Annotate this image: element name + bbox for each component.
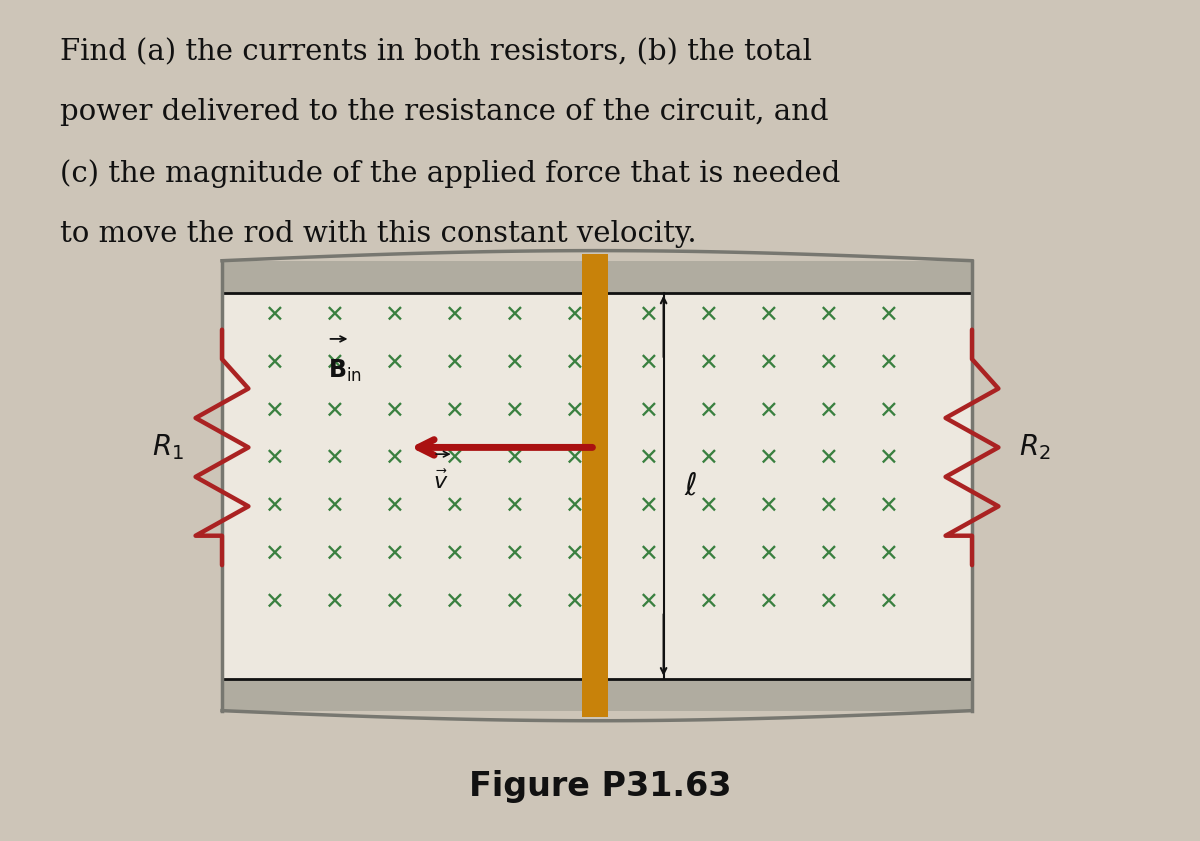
Text: ✕: ✕ <box>264 304 283 327</box>
Text: ✕: ✕ <box>264 399 283 423</box>
Text: ✕: ✕ <box>324 304 343 327</box>
Text: ✕: ✕ <box>698 352 718 375</box>
Text: ✕: ✕ <box>698 399 718 423</box>
Text: ✕: ✕ <box>324 352 343 375</box>
Text: ✕: ✕ <box>444 447 463 471</box>
Text: ✕: ✕ <box>504 495 523 519</box>
Text: ✕: ✕ <box>504 399 523 423</box>
Text: ✕: ✕ <box>564 495 583 519</box>
Text: ✕: ✕ <box>878 495 898 519</box>
Text: ✕: ✕ <box>504 304 523 327</box>
Text: ✕: ✕ <box>264 543 283 567</box>
Text: ✕: ✕ <box>384 304 403 327</box>
Text: ✕: ✕ <box>324 591 343 615</box>
Text: ✕: ✕ <box>758 399 778 423</box>
Text: (c) the magnitude of the applied force that is needed: (c) the magnitude of the applied force t… <box>60 159 840 188</box>
Text: ✕: ✕ <box>564 399 583 423</box>
Text: ✕: ✕ <box>638 543 658 567</box>
Text: ✕: ✕ <box>638 304 658 327</box>
Text: ✕: ✕ <box>698 591 718 615</box>
Text: ✕: ✕ <box>818 399 838 423</box>
Text: ✕: ✕ <box>638 399 658 423</box>
Text: ✕: ✕ <box>384 352 403 375</box>
Text: ✕: ✕ <box>444 495 463 519</box>
Text: ✕: ✕ <box>878 304 898 327</box>
Text: $\ell$: $\ell$ <box>684 470 697 501</box>
Text: ✕: ✕ <box>818 447 838 471</box>
Text: ✕: ✕ <box>444 304 463 327</box>
Text: ✕: ✕ <box>384 591 403 615</box>
Text: ✕: ✕ <box>444 352 463 375</box>
Text: ✕: ✕ <box>264 591 283 615</box>
Text: ✕: ✕ <box>698 495 718 519</box>
Text: ✕: ✕ <box>504 352 523 375</box>
Bar <box>582 254 608 717</box>
Text: ✕: ✕ <box>758 591 778 615</box>
Text: ✕: ✕ <box>638 352 658 375</box>
Text: ✕: ✕ <box>324 543 343 567</box>
Text: to move the rod with this constant velocity.: to move the rod with this constant veloc… <box>60 220 697 247</box>
Text: ✕: ✕ <box>878 447 898 471</box>
Text: $\mathbf{B}_{\mathrm{in}}$: $\mathbf{B}_{\mathrm{in}}$ <box>328 357 361 383</box>
Text: ✕: ✕ <box>818 304 838 327</box>
Text: ✕: ✕ <box>564 447 583 471</box>
Text: ✕: ✕ <box>698 447 718 471</box>
Text: ✕: ✕ <box>444 543 463 567</box>
Text: ✕: ✕ <box>384 399 403 423</box>
Text: ✕: ✕ <box>504 591 523 615</box>
Text: ✕: ✕ <box>878 352 898 375</box>
Text: ✕: ✕ <box>384 543 403 567</box>
Bar <box>222 679 972 711</box>
Text: ✕: ✕ <box>758 447 778 471</box>
Text: ✕: ✕ <box>564 304 583 327</box>
Bar <box>222 261 972 711</box>
Text: ✕: ✕ <box>818 352 838 375</box>
Text: ✕: ✕ <box>444 591 463 615</box>
Text: ✕: ✕ <box>564 591 583 615</box>
Text: $R_1$: $R_1$ <box>152 432 184 463</box>
Text: ✕: ✕ <box>264 495 283 519</box>
Text: Find (a) the currents in both resistors, (b) the total: Find (a) the currents in both resistors,… <box>60 38 812 66</box>
Text: ✕: ✕ <box>698 543 718 567</box>
Text: ✕: ✕ <box>818 495 838 519</box>
Text: ✕: ✕ <box>758 495 778 519</box>
Text: ✕: ✕ <box>324 447 343 471</box>
Text: power delivered to the resistance of the circuit, and: power delivered to the resistance of the… <box>60 98 828 126</box>
Text: ✕: ✕ <box>324 399 343 423</box>
Text: ✕: ✕ <box>564 352 583 375</box>
Text: ✕: ✕ <box>444 399 463 423</box>
Text: ✕: ✕ <box>564 543 583 567</box>
Text: Figure P31.63: Figure P31.63 <box>469 770 731 803</box>
Text: $\vec{v}$: $\vec{v}$ <box>433 471 449 495</box>
Text: ✕: ✕ <box>758 304 778 327</box>
Text: ✕: ✕ <box>758 352 778 375</box>
Text: ✕: ✕ <box>504 543 523 567</box>
Text: ✕: ✕ <box>384 447 403 471</box>
Text: ✕: ✕ <box>324 495 343 519</box>
Text: ✕: ✕ <box>264 447 283 471</box>
Text: ✕: ✕ <box>878 591 898 615</box>
Text: ✕: ✕ <box>638 591 658 615</box>
Text: ✕: ✕ <box>264 352 283 375</box>
Text: ✕: ✕ <box>638 495 658 519</box>
Text: ✕: ✕ <box>384 495 403 519</box>
Text: ✕: ✕ <box>818 591 838 615</box>
Text: ✕: ✕ <box>698 304 718 327</box>
Text: ✕: ✕ <box>878 399 898 423</box>
Text: ✕: ✕ <box>638 447 658 471</box>
Text: ✕: ✕ <box>818 543 838 567</box>
Text: ✕: ✕ <box>758 543 778 567</box>
Text: ✕: ✕ <box>878 543 898 567</box>
Text: $R_2$: $R_2$ <box>1019 432 1050 463</box>
Bar <box>222 261 972 293</box>
Text: ✕: ✕ <box>504 447 523 471</box>
